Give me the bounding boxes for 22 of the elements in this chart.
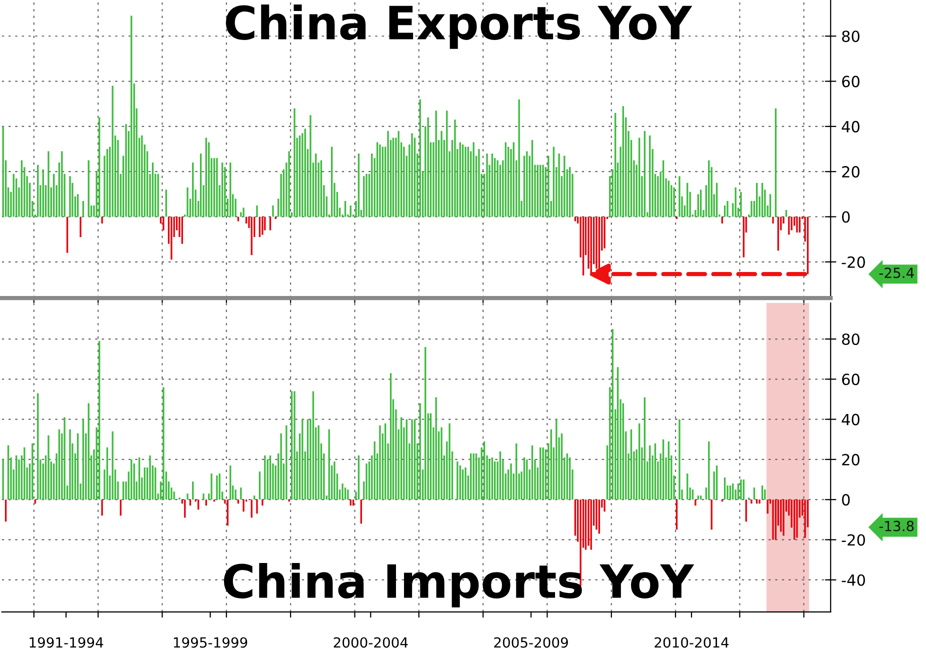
y-tick-label: 60 xyxy=(842,76,860,88)
x-tick-label: 1995-1999 xyxy=(174,637,248,648)
y-tick-label: 20 xyxy=(842,166,860,178)
y-tick-label: -20 xyxy=(842,534,865,546)
text: -25.4 xyxy=(879,268,914,278)
text: China Imports YoY xyxy=(224,562,694,608)
y-tick-label: -40 xyxy=(842,574,865,586)
y-tick-label: 40 xyxy=(842,414,860,426)
y-tick-label: 40 xyxy=(842,120,860,132)
y-tick-label: 0 xyxy=(842,211,850,223)
y-tick-label: 20 xyxy=(842,454,860,466)
x-tick-label: 2010-2014 xyxy=(654,637,729,648)
y-tick-label: 80 xyxy=(842,333,860,346)
text: -13.8 xyxy=(879,520,914,532)
x-tick-label: 2000-2004 xyxy=(334,637,408,648)
y-tick-label: 80 xyxy=(842,30,860,42)
y-tick-label: 60 xyxy=(842,374,860,386)
chart-title: China Exports YoY xyxy=(226,4,692,49)
y-tick-label: 0 xyxy=(842,494,850,506)
x-tick-label: 1991-1994 xyxy=(30,637,104,648)
y-tick-label: -20 xyxy=(842,256,865,268)
x-tick-label: 2005-2009 xyxy=(494,637,568,648)
